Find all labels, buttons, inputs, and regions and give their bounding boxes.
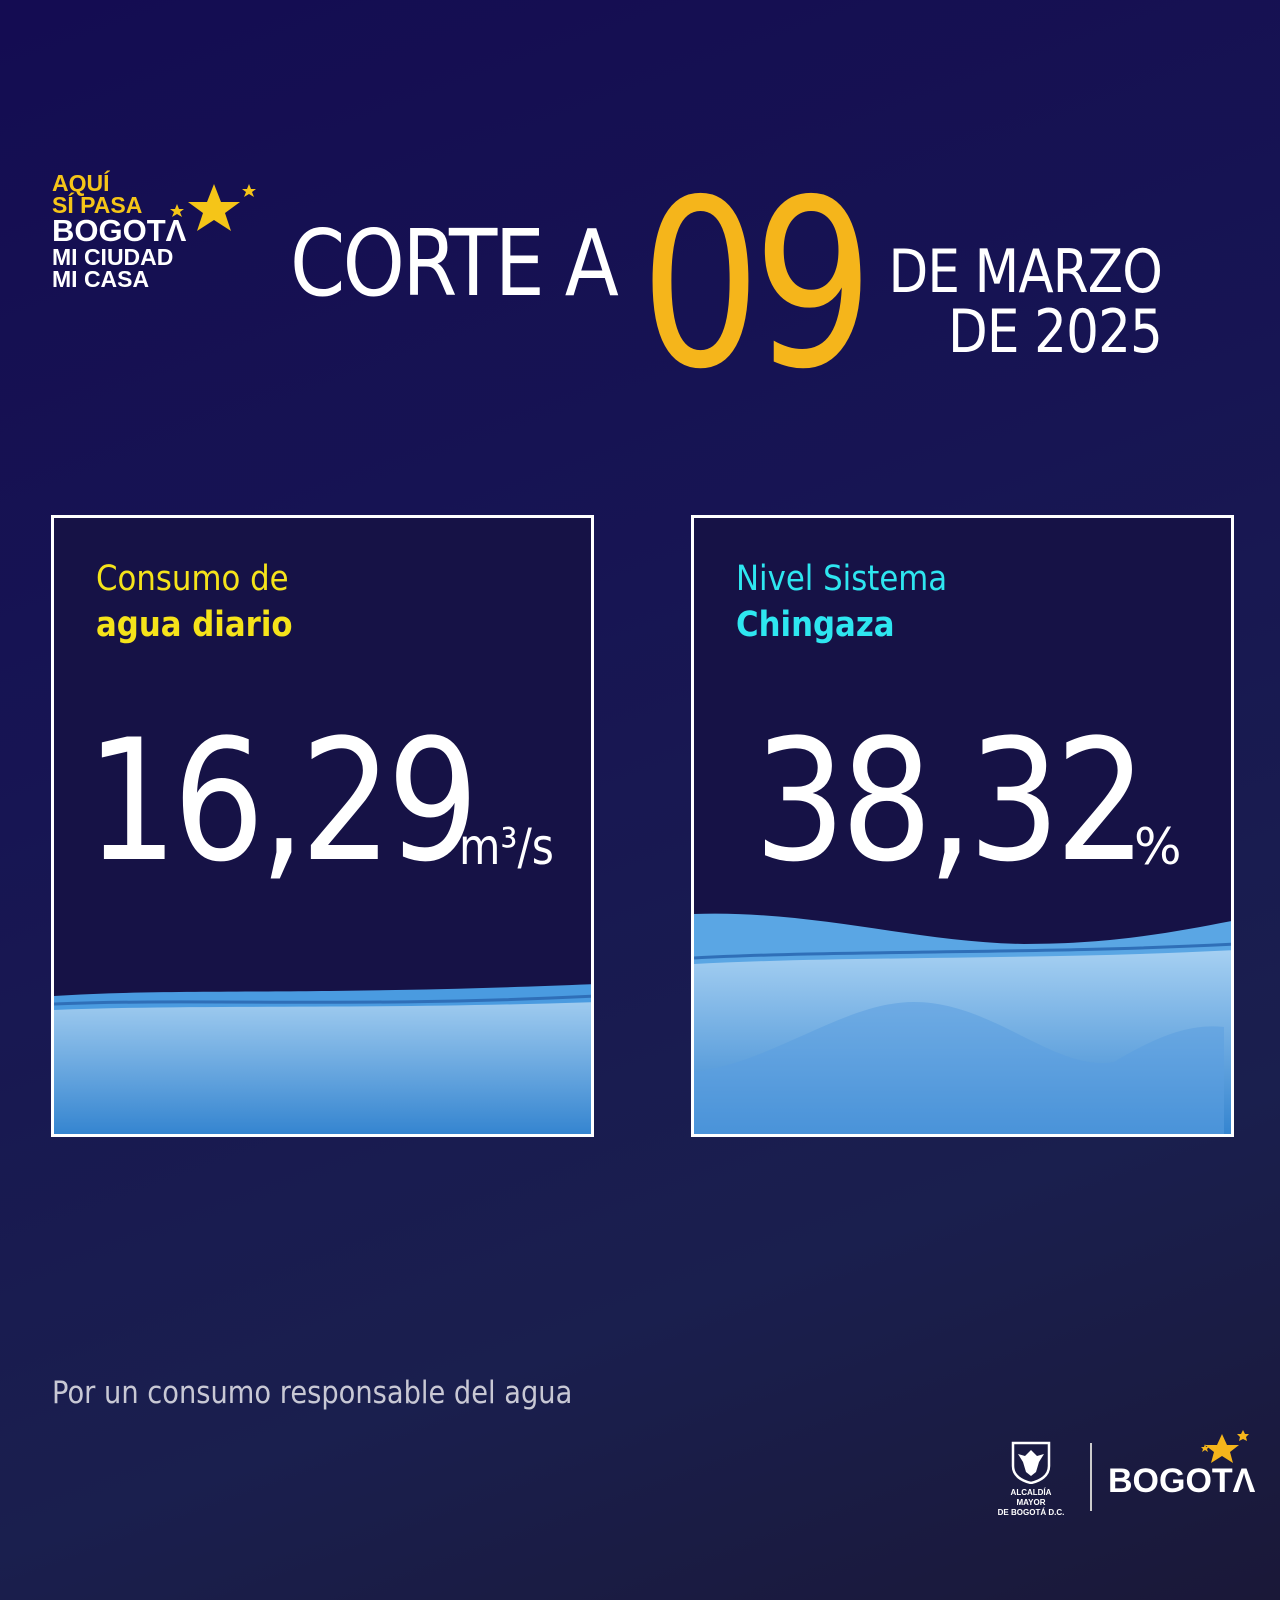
logo-line: SÍ PASA [52, 192, 143, 218]
card-title: Nivel Sistema Chingaza [736, 556, 947, 648]
bogota-brand: BOGOTΛ [1108, 1462, 1256, 1500]
alcaldia-line2: DE BOGOTÁ D.C. [997, 1508, 1065, 1517]
header-year: DE 2025 [947, 297, 1163, 367]
logo-line: MI CIUDAD [52, 244, 174, 270]
alcaldia-logo: ALCALDÍA MAYOR DE BOGOTÁ D.C. [996, 1440, 1066, 1518]
logo-line: BOGOTΛ [52, 213, 187, 248]
card-title-line1: Consumo de [96, 559, 289, 599]
card-title: Consumo de agua diario [96, 556, 293, 648]
logo-line: AQUÍ [52, 170, 110, 196]
logo-line: MI CASA [52, 266, 150, 292]
aqui-si-pasa-logo: AQUÍ SÍ PASA BOGOTΛ MI CIUDAD MI CASA [52, 170, 256, 292]
card-value: 16,29 [86, 703, 479, 899]
card-title-line2: agua diario [96, 605, 293, 645]
card-title-line2: Chingaza [736, 605, 895, 645]
card-daily-consumption: Consumo de agua diario 16,29 m³/s [51, 515, 594, 1137]
water-level-illustration [694, 913, 1231, 1134]
card-title-line1: Nivel Sistema [736, 559, 948, 599]
card-unit: m³/s [459, 818, 554, 876]
stars-icon [1201, 1430, 1249, 1463]
card-value: 38,32 [754, 703, 1147, 899]
header-month: DE MARZO [888, 237, 1163, 307]
header-day: 09 [640, 150, 874, 420]
card-chingaza-level: Nivel Sistema Chingaza 38,32 % [691, 515, 1234, 1137]
coat-of-arms-icon [1011, 1441, 1051, 1484]
logo-divider [1090, 1443, 1092, 1511]
card-unit: % [1134, 818, 1182, 876]
footer-slogan: Por un consumo responsable del agua [52, 1375, 573, 1411]
water-illustration [54, 984, 591, 1134]
alcaldia-line1: ALCALDÍA MAYOR [1010, 1488, 1052, 1507]
header-prefix: CORTE A [290, 210, 619, 317]
stars-icon [170, 184, 256, 231]
header-month-year: DE MARZO DE 2025 [888, 237, 1163, 367]
